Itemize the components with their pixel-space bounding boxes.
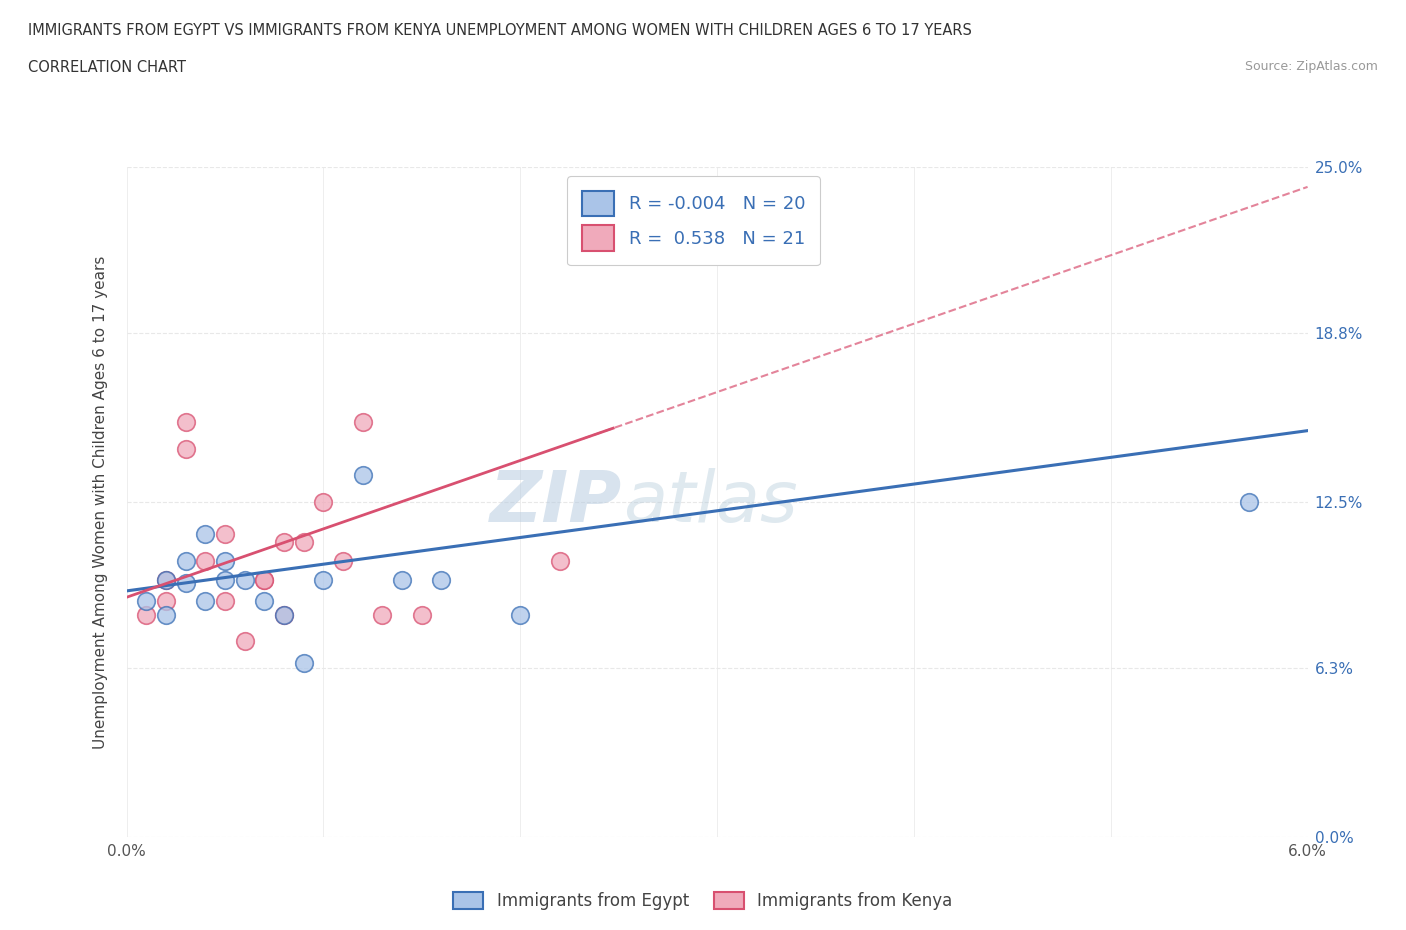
Text: CORRELATION CHART: CORRELATION CHART [28,60,186,75]
Text: atlas: atlas [623,468,797,537]
Point [174,553,197,568]
Point [352,468,374,483]
Text: Source: ZipAtlas.com: Source: ZipAtlas.com [1244,60,1378,73]
Point [411,607,433,622]
Point [194,553,217,568]
Point [312,573,335,588]
Point [273,535,295,550]
Point [391,573,413,588]
Text: IMMIGRANTS FROM EGYPT VS IMMIGRANTS FROM KENYA UNEMPLOYMENT AMONG WOMEN WITH CHI: IMMIGRANTS FROM EGYPT VS IMMIGRANTS FROM… [28,23,972,38]
Point [568,193,591,207]
Point [1237,495,1260,510]
Point [371,607,394,622]
Point [233,573,256,588]
Point [135,594,157,609]
Y-axis label: Unemployment Among Women with Children Ages 6 to 17 years: Unemployment Among Women with Children A… [93,256,108,749]
Point [214,573,236,588]
Point [214,594,236,609]
Point [312,495,335,510]
Point [174,441,197,456]
Point [253,573,276,588]
Point [155,573,177,588]
Point [174,575,197,590]
Legend: R = -0.004   N = 20, R =  0.538   N = 21: R = -0.004 N = 20, R = 0.538 N = 21 [567,177,820,265]
Point [273,607,295,622]
Point [174,415,197,430]
Point [194,527,217,542]
Legend: Immigrants from Egypt, Immigrants from Kenya: Immigrants from Egypt, Immigrants from K… [447,885,959,917]
Point [292,656,315,671]
Point [430,573,453,588]
Point [194,594,217,609]
Text: ZIP: ZIP [491,468,623,537]
Point [155,594,177,609]
Point [253,594,276,609]
Point [214,527,236,542]
Point [292,535,315,550]
Point [214,553,236,568]
Point [233,634,256,649]
Point [509,607,531,622]
Point [332,553,354,568]
Point [273,607,295,622]
Point [155,607,177,622]
Point [352,415,374,430]
Point [253,573,276,588]
Point [548,553,571,568]
Point [135,607,157,622]
Point [155,573,177,588]
Point [568,240,591,255]
